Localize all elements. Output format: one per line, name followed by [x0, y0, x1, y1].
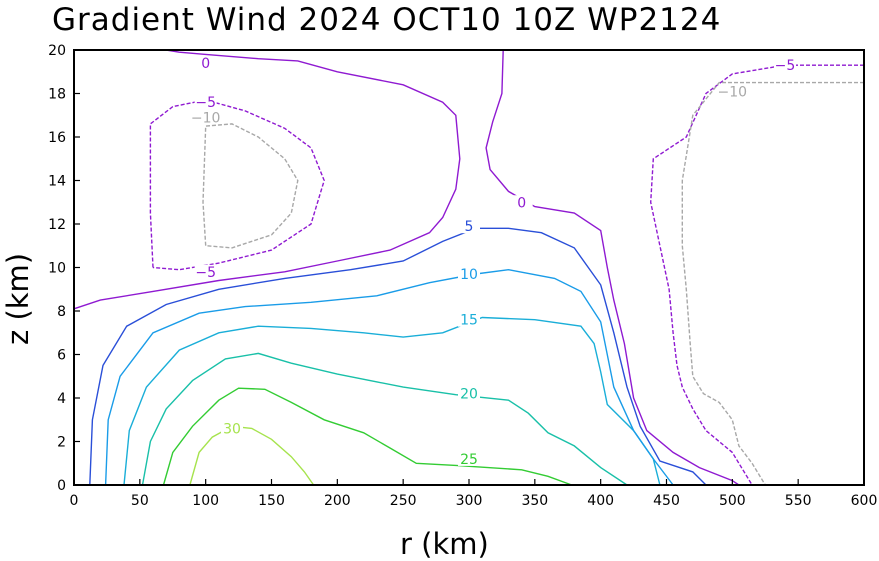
contour-line-0-6 [73, 49, 461, 310]
y-tick-label-8: 16 [48, 130, 66, 146]
contour-line--10-11 [681, 81, 864, 486]
x-tick-label-1: 50 [131, 493, 149, 509]
contour-label-bg-8-1 [194, 264, 217, 279]
x-tick-label-4: 200 [324, 493, 351, 509]
x-tick-label-5: 250 [390, 493, 417, 509]
contour-label-10-0: −10 [191, 110, 221, 126]
y-tick-label-4: 8 [57, 304, 66, 320]
x-tick-label-2: 100 [192, 493, 219, 509]
contour-label-bg-1-0 [458, 451, 480, 466]
contour-label-7-0: 0 [517, 195, 526, 211]
contour-label-bg-3-0 [458, 312, 480, 327]
contour-line-0-7 [485, 49, 740, 486]
contour-line--5-8 [149, 99, 325, 271]
contour-label-3-0: 15 [460, 313, 478, 329]
x-tick-label-9: 450 [653, 493, 680, 509]
contour-line-25-1 [162, 387, 572, 486]
x-tick-label-10: 500 [719, 493, 746, 509]
contour-label-5-0: 5 [465, 219, 474, 235]
contour-label-bg-2-0 [458, 386, 480, 401]
contour-label-11-0: −10 [718, 84, 748, 100]
contour-line-15-3 [123, 316, 661, 486]
y-tick-label-9: 18 [48, 87, 66, 103]
contour-label-bg-8-0 [194, 95, 217, 110]
contour-line-5-5 [89, 227, 707, 486]
y-tick-label-6: 12 [48, 217, 66, 233]
contour-label-bg-0-0 [221, 421, 243, 436]
contour-line-30-0 [189, 425, 315, 486]
x-axis-label: r (km) [400, 527, 489, 561]
contour-line-10-4 [104, 268, 674, 486]
y-tick-label-2: 4 [57, 391, 66, 407]
contour-label-bg-9-0 [774, 58, 796, 73]
contour-label-bg-4-0 [458, 267, 480, 282]
x-tick-label-6: 300 [456, 493, 483, 509]
contour-label-bg-10-0 [194, 110, 217, 125]
y-tick-label-1: 2 [57, 435, 66, 451]
contour-label-2-0: 20 [460, 387, 478, 403]
contour-line--10-10 [202, 123, 299, 249]
contour-label-bg-6-0 [194, 56, 217, 71]
chart-title: Gradient Wind 2024 OCT10 10Z WP2124 [52, 2, 721, 38]
x-tick-label-0: 0 [70, 493, 79, 509]
x-tick-label-7: 350 [521, 493, 548, 509]
contour-label-9-0: −5 [775, 58, 796, 74]
axis-ticks: 0 50 100 150 200 250 300 350 400 450 500 550 6000246… [48, 43, 877, 509]
contour-line--5-9 [649, 64, 864, 486]
y-tick-label-5: 10 [48, 261, 66, 277]
contour-label-8-1: −5 [195, 265, 216, 281]
y-axis-label: z (km) [1, 253, 35, 345]
x-tick-label-3: 150 [258, 493, 285, 509]
x-tick-label-8: 400 [587, 493, 614, 509]
y-tick-label-10: 20 [48, 43, 66, 59]
contour-label-0-0: 30 [223, 421, 241, 437]
contour-label-6-0: 0 [201, 56, 210, 72]
y-tick-label-3: 6 [57, 348, 66, 364]
contour-label-8-0: −5 [195, 95, 216, 111]
x-tick-label-11: 550 [785, 493, 812, 509]
contour-line-20-2 [141, 352, 628, 486]
contour-label-bg-7-0 [510, 195, 533, 210]
y-tick-label-7: 14 [48, 174, 66, 190]
contour-label-bg-5-0 [458, 219, 480, 234]
x-tick-label-12: 600 [851, 493, 878, 509]
contour-label-bg-11-0 [721, 84, 744, 99]
contour-label-1-0: 25 [460, 452, 478, 468]
contour-label-4-0: 10 [460, 267, 478, 283]
y-tick-label-0: 0 [57, 478, 66, 494]
